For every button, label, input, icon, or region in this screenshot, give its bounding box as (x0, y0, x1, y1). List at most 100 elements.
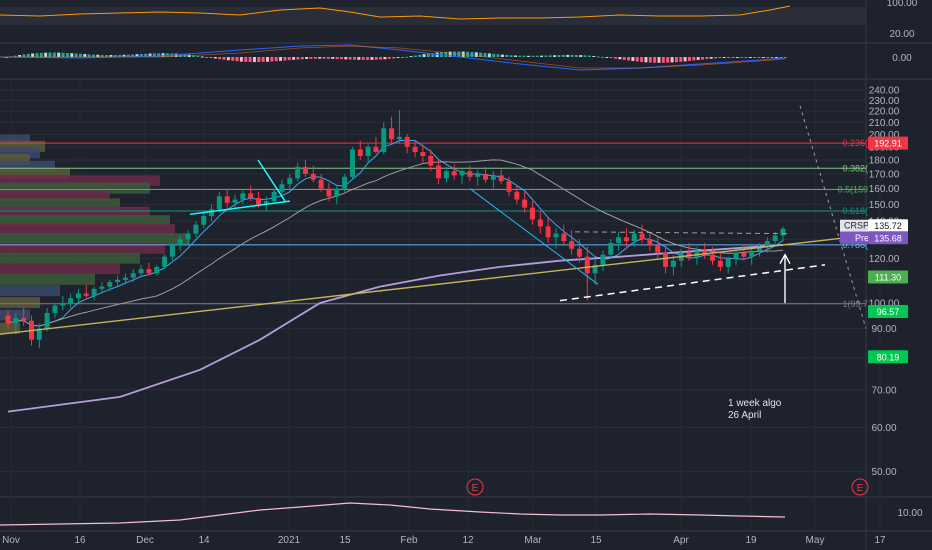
candle (749, 248, 755, 265)
macd-histogram-bar (348, 57, 352, 60)
volume-profile (0, 134, 190, 334)
candle (529, 201, 535, 225)
candle-body (569, 241, 575, 249)
time-tick-label: Feb (400, 535, 418, 546)
macd-histogram-bar (614, 57, 617, 59)
candle (545, 217, 551, 243)
macd-histogram-bar (687, 57, 691, 61)
volume-profile-bar (0, 167, 70, 179)
macd-histogram-bar (644, 57, 648, 63)
macd-histogram-bar (396, 57, 400, 58)
candle-body (185, 233, 191, 240)
macd-histogram-bar (113, 55, 117, 57)
macd-histogram-bar (222, 57, 226, 60)
time-tick-label: 15 (339, 535, 351, 546)
candle (537, 210, 543, 234)
price-tag-label: 96.57 (877, 307, 900, 317)
macd-histogram-bar (518, 55, 522, 57)
macd-histogram-bar (252, 57, 256, 63)
candle-body (326, 188, 332, 197)
macd-histogram-bar (357, 57, 361, 60)
candle (475, 169, 481, 186)
macd-histogram-bar (344, 57, 348, 60)
macd-histogram-bar (557, 55, 561, 57)
candle (13, 312, 19, 335)
macd-histogram-bar (118, 54, 122, 57)
macd-histogram-bar (609, 57, 613, 59)
candle (467, 165, 473, 182)
macd-histogram-bar (174, 53, 178, 57)
candle (655, 237, 661, 259)
macd-histogram-bar (696, 57, 700, 60)
candle (185, 230, 191, 245)
macd-histogram-bar (431, 53, 435, 57)
candle-body (396, 136, 402, 140)
macd-histogram-bar (648, 57, 652, 63)
macd-histogram-bar (479, 52, 483, 57)
volume-profile-bar (0, 160, 55, 172)
price-tag-bg (868, 270, 908, 284)
downtrend-line[interactable] (469, 188, 599, 285)
candle-body (514, 191, 520, 200)
volume-profile-bar (0, 263, 120, 275)
macd-histogram-bar (500, 54, 504, 57)
macd-histogram-bar (331, 57, 335, 59)
macd-histogram-bar (761, 57, 765, 59)
price-tag-bg (868, 136, 908, 150)
macd-pane (0, 44, 787, 71)
annotation-arrow-head (779, 253, 791, 265)
candle (177, 235, 183, 251)
candle-body (240, 193, 246, 200)
candle-body (302, 166, 308, 174)
candle-body (130, 273, 136, 278)
candle-body (295, 166, 301, 179)
rsi-tick-label: 100.00 (887, 0, 918, 9)
candle-body (772, 235, 778, 242)
macd-histogram-bar (748, 57, 752, 58)
price-tick-label: 150.00 (869, 200, 900, 211)
candle (694, 246, 700, 265)
cyan-trend-line[interactable] (189, 200, 291, 216)
candle-body (177, 239, 183, 245)
macd-histogram-bar (779, 57, 783, 59)
candle (498, 169, 504, 185)
macd-histogram-bar (261, 57, 265, 62)
candle (295, 162, 301, 182)
candle-body (545, 226, 551, 238)
earnings-marker[interactable]: E (466, 478, 484, 496)
candle-body (498, 175, 504, 182)
support-trend-line[interactable] (559, 264, 826, 302)
macd-histogram-bar (192, 55, 196, 57)
macd-histogram-bar (131, 54, 135, 57)
macd-histogram-bar (753, 57, 757, 58)
candle-body (381, 128, 387, 153)
candle-body (639, 233, 645, 240)
macd-histogram-bar (744, 57, 748, 58)
macd-histogram-bar (505, 54, 509, 57)
candle (436, 160, 442, 185)
macd-histogram-bar (640, 57, 644, 62)
macd-histogram-bar (313, 57, 317, 59)
macd-histogram-bar (426, 53, 430, 57)
macd-histogram-bar (83, 54, 87, 57)
cyan-trend-line[interactable] (257, 159, 286, 202)
trend-line[interactable] (0, 234, 867, 335)
macd-histogram-bar (218, 57, 222, 60)
candle-body (36, 328, 42, 340)
macd-histogram-bar (126, 54, 130, 57)
earnings-marker[interactable]: E (851, 478, 869, 496)
price-tag-name: Pre (855, 233, 869, 243)
macd-histogram-bar (674, 57, 678, 63)
volume-profile-bar (0, 175, 160, 187)
candle-body (193, 224, 199, 234)
candle (224, 188, 230, 208)
candle (506, 176, 512, 197)
price-tag-name-bg (840, 231, 868, 244)
macd-histogram-bar (18, 55, 22, 57)
annotation-line: 1 week algo (728, 398, 782, 409)
price-tag-name: CRSP (844, 221, 869, 231)
price-tag-bg (868, 305, 908, 319)
macd-histogram-bar (248, 57, 252, 62)
candle (357, 140, 363, 161)
price-tag: Pre 135.68 (840, 231, 908, 245)
